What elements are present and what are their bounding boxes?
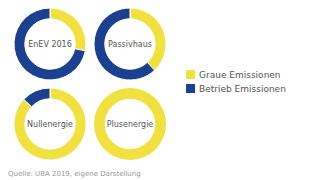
donut-label: EnEV 2016 (28, 40, 72, 49)
donut-slice (94, 88, 166, 160)
donut (94, 88, 166, 160)
donut (94, 8, 166, 80)
legend-label: Betrieb Emissionen (199, 84, 286, 94)
donut-label: Passivhaus (108, 40, 152, 49)
donut-slice (24, 88, 50, 107)
donut-label: Nullenergie (27, 120, 73, 129)
donut (14, 88, 86, 160)
source-note: Quelle: UBA 2019, eigene Darstellung (8, 170, 141, 178)
chart-container: EnEV 2016 Passivhaus Nullenergie Plusenergi… (0, 0, 320, 180)
donut-slice (14, 8, 85, 80)
donut-slice (94, 8, 155, 80)
legend-swatch (186, 84, 195, 93)
legend-swatch (186, 70, 195, 79)
legend-label: Graue Emissionen (199, 70, 281, 80)
background (0, 0, 320, 180)
chart: EnEV 2016 Passivhaus Nullenergie Plusenergi… (0, 0, 320, 180)
donut-slice (14, 88, 86, 160)
legend: Graue Emissionen Betrieb Emissionen (186, 70, 286, 94)
donut (14, 8, 86, 80)
donut-label: Plusenergie (107, 120, 154, 129)
